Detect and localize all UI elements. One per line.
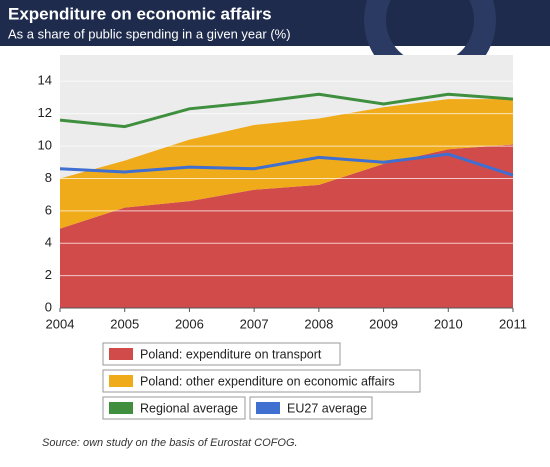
y-tick-label: 4 xyxy=(45,235,52,250)
legend-label: Poland: expenditure on transport xyxy=(140,347,322,361)
legend-swatch xyxy=(109,375,133,387)
line xyxy=(59,92,514,129)
y-tick-label: 6 xyxy=(45,202,52,217)
y-tick-label: 0 xyxy=(45,299,52,314)
line xyxy=(59,152,514,177)
x-tick-label: 2007 xyxy=(240,316,269,331)
x-tick-label: 2011 xyxy=(499,316,527,331)
chart-title: Expenditure on economic affairs xyxy=(8,4,272,23)
legend-swatch xyxy=(109,402,133,414)
area xyxy=(60,144,513,308)
legend-label: Poland: other expenditure on economic af… xyxy=(140,374,395,388)
x-tick-label: 2009 xyxy=(369,316,398,331)
legend-label: Regional average xyxy=(140,401,238,415)
source: Source: own study on the basis of Eurost… xyxy=(42,437,298,449)
legend-swatch xyxy=(109,348,133,360)
header xyxy=(0,0,550,46)
chart-subtitle: As a share of public spending in a given… xyxy=(8,26,291,41)
x-tick-label: 2005 xyxy=(110,316,139,331)
y-tick-label: 8 xyxy=(45,170,52,185)
legend-label: EU27 average xyxy=(287,401,367,415)
y-tick-label: 14 xyxy=(38,73,52,88)
x-tick-label: 2010 xyxy=(434,316,463,331)
legend-box xyxy=(102,342,341,366)
legend-swatch xyxy=(256,402,280,414)
y-tick-label: 12 xyxy=(38,105,52,120)
y-tick-label: 2 xyxy=(45,267,52,282)
legend-box xyxy=(102,369,421,393)
legend-box xyxy=(249,396,373,420)
y-tick-label: 10 xyxy=(38,138,52,153)
x-tick-label: 2008 xyxy=(304,316,333,331)
x-tick-label: 2004 xyxy=(46,316,75,331)
legend-box xyxy=(102,396,246,420)
x-tick-label: 2006 xyxy=(175,316,204,331)
